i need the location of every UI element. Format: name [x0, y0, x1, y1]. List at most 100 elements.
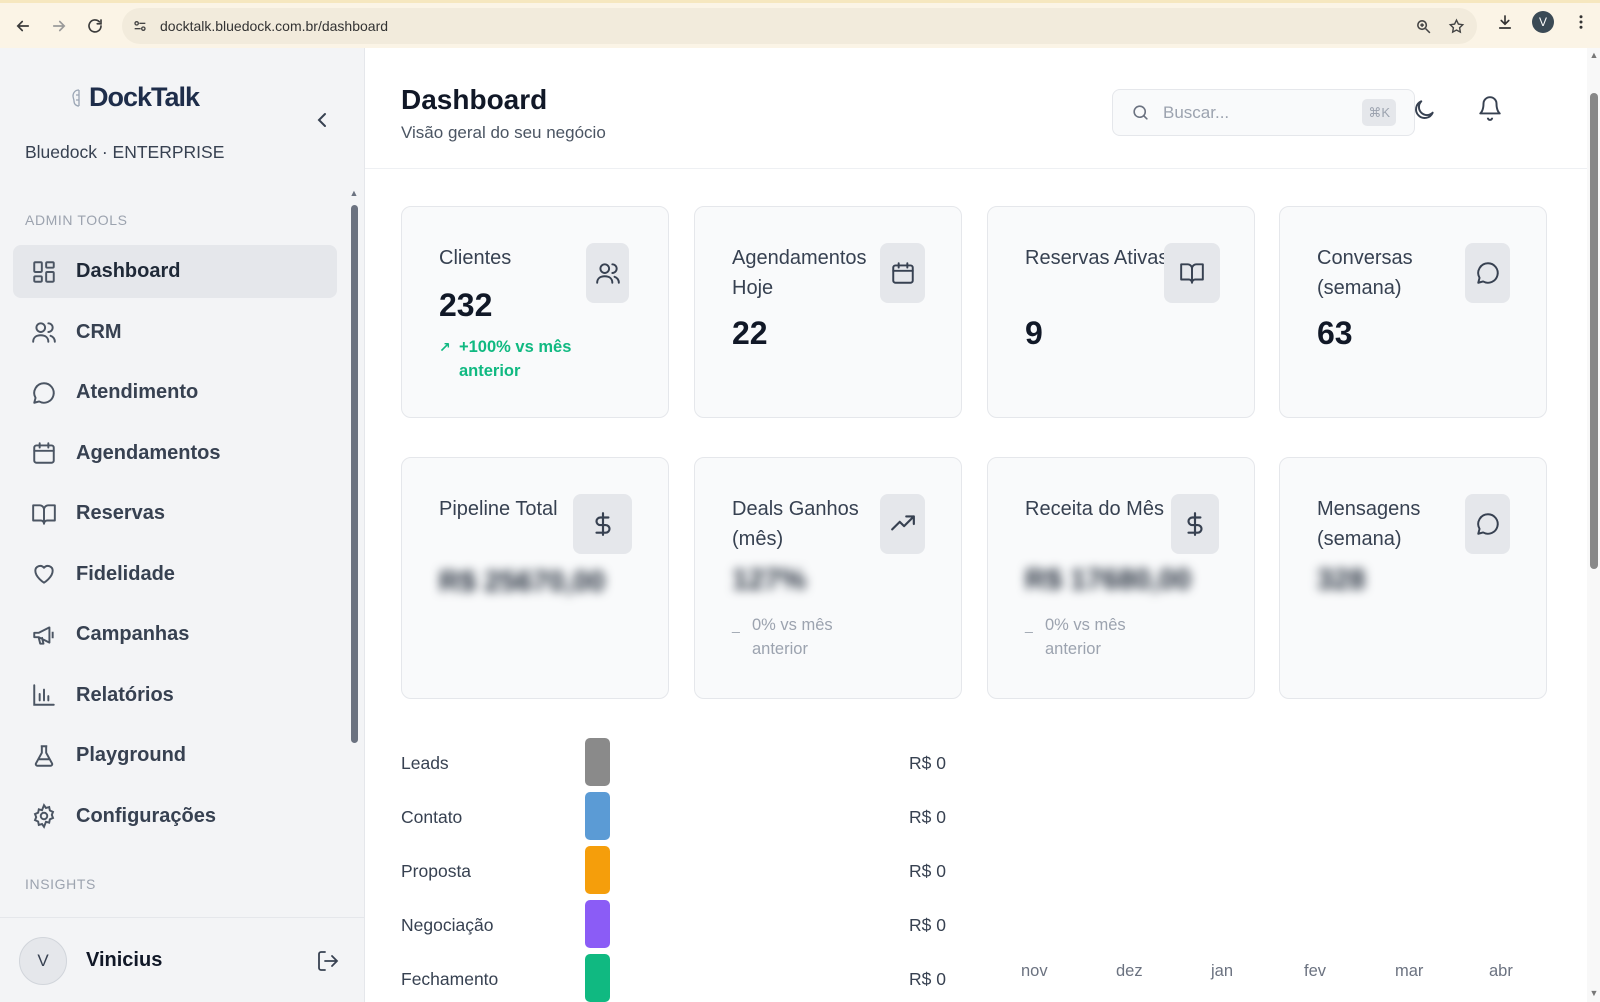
stat-value: 232	[439, 287, 493, 323]
more-vertical-icon[interactable]	[1572, 13, 1590, 31]
sidebar-item-reservas[interactable]: Reservas	[13, 487, 337, 540]
search-input[interactable]	[1163, 102, 1343, 123]
search-box[interactable]: ⌘K	[1112, 89, 1415, 136]
browser-profile-avatar[interactable]: V	[1532, 11, 1554, 33]
stat-trend: ↗ +100% vs mês anterior	[439, 335, 619, 383]
sidebar-item-label: Relatórios	[76, 683, 174, 706]
collapse-sidebar-icon[interactable]	[310, 108, 334, 132]
funnel-stage-value: R$ 0	[909, 915, 946, 935]
scroll-down-arrow-icon[interactable]: ▼	[1589, 988, 1599, 998]
megaphone-icon	[33, 625, 54, 645]
zoom-icon[interactable]	[1415, 18, 1432, 35]
sidebar-scrollbar[interactable]: ▲ ▼	[349, 188, 359, 948]
logout-icon[interactable]	[316, 949, 340, 973]
sidebar-item-label: Configurações	[76, 804, 217, 827]
sidebar-item-atendimento[interactable]: Atendimento	[13, 366, 337, 419]
logo-text: DockTalk	[89, 82, 200, 112]
stat-card-pipeline-total[interactable]: Pipeline Total R$ 25670,00	[401, 457, 669, 699]
month-label: jan	[1211, 962, 1234, 980]
funnel-row-fechamento[interactable]: Fechamento R$ 0	[401, 954, 951, 1002]
page-scrollbar[interactable]: ▲ ▼	[1587, 48, 1600, 1002]
users-icon	[32, 322, 56, 343]
funnel-stage-value: R$ 0	[909, 807, 946, 827]
funnel-row-proposta[interactable]: Proposta R$ 0	[401, 846, 951, 894]
month-label: fev	[1304, 962, 1327, 980]
stat-card-agendamentos-hoje[interactable]: Agendamentos Hoje 22	[694, 206, 962, 418]
stat-trend-text: 0% vs mês anterior	[1045, 616, 1126, 658]
funnel-stage-label: Fechamento	[401, 969, 499, 989]
user-name: Vinicius	[86, 949, 163, 971]
browser-toolbar: docktalk.bluedock.com.br/dashboard V	[0, 0, 1600, 48]
sidebar-item-agendamentos[interactable]: Agendamentos	[13, 427, 337, 480]
app-logo[interactable]: DockTalk	[70, 82, 200, 113]
stat-label: Conversas (semana)	[1317, 247, 1413, 299]
sidebar-item-dashboard[interactable]: Dashboard	[13, 245, 337, 298]
dashboard-icon	[33, 260, 55, 283]
reload-button[interactable]	[77, 8, 113, 44]
bell-icon[interactable]	[1477, 95, 1503, 121]
page-scrollbar-thumb[interactable]	[1590, 93, 1598, 569]
funnel-stage-bar	[585, 846, 610, 894]
gear-icon	[33, 803, 55, 829]
chat-icon	[1465, 494, 1510, 554]
address-bar[interactable]: docktalk.bluedock.com.br/dashboard	[122, 8, 1477, 44]
stat-card-conversas-semana[interactable]: Conversas (semana) 63	[1279, 206, 1547, 418]
funnel-stage-value: R$ 0	[909, 969, 946, 989]
search-shortcut-badge: ⌘K	[1362, 99, 1396, 126]
stat-card-clientes[interactable]: Clientes 232 ↗ +100% vs mês anterior	[401, 206, 669, 418]
page-header: Dashboard Visão geral do seu negócio ⌘K	[365, 48, 1587, 169]
sidebar-item-playground[interactable]: Playground	[13, 729, 337, 782]
stat-card-reservas-ativas[interactable]: Reservas Ativas 9	[987, 206, 1255, 418]
workspace-name: Bluedock · ENTERPRISE	[25, 142, 225, 162]
stat-value: 127%	[732, 564, 807, 596]
trend-flat-icon: _	[732, 617, 740, 633]
funnel-stage-label: Contato	[401, 807, 463, 827]
sidebar-item-campanhas[interactable]: Campanhas	[13, 608, 337, 661]
sidebar-item-label: Atendimento	[76, 381, 199, 403]
stat-card-deals-ganhos[interactable]: Deals Ganhos (mês) 127% _ 0% vs mês ante…	[694, 457, 962, 699]
brain-icon	[72, 88, 80, 107]
stat-label: Agendamentos Hoje	[732, 247, 867, 299]
funnel-stage-label: Proposta	[401, 861, 472, 881]
stat-label: Clientes	[439, 247, 512, 269]
url-text[interactable]: docktalk.bluedock.com.br/dashboard	[160, 18, 389, 34]
funnel-row-leads[interactable]: Leads R$ 0	[401, 738, 951, 786]
stat-card-mensagens-semana[interactable]: Mensagens (semana) 328	[1279, 457, 1547, 699]
stat-trend: _ 0% vs mês anterior	[732, 613, 882, 661]
download-icon[interactable]	[1496, 13, 1514, 31]
sidebar-item-configuracoes[interactable]: Configurações	[13, 790, 337, 843]
site-settings-icon[interactable]	[132, 18, 148, 34]
avatar[interactable]: V	[19, 937, 67, 985]
sidebar-item-label: Campanhas	[76, 623, 190, 645]
sidebar-item-label: Playground	[76, 744, 187, 766]
sidebar-item-label: Agendamentos	[76, 441, 221, 464]
month-label: dez	[1116, 962, 1143, 980]
funnel-row-negociacao[interactable]: Negociação R$ 0	[401, 900, 951, 948]
user-profile: V Vinicius	[0, 917, 364, 1002]
stat-value: 328	[1317, 564, 1366, 596]
month-label: nov	[1021, 962, 1048, 980]
funnel-row-contato[interactable]: Contato R$ 0	[401, 792, 951, 840]
month-label: abr	[1489, 962, 1513, 980]
sidebar-item-crm[interactable]: CRM	[13, 306, 337, 359]
sidebar-item-relatorios[interactable]: Relatórios	[13, 669, 337, 722]
stat-label: Pipeline Total	[439, 498, 558, 520]
sidebar-item-label: Reservas	[76, 502, 165, 524]
sidebar-item-fidelidade[interactable]: Fidelidade	[13, 548, 337, 601]
bookmark-star-icon[interactable]	[1448, 17, 1465, 35]
month-label: mar	[1395, 962, 1424, 980]
book-icon	[1164, 243, 1220, 303]
stat-value: 9	[1025, 315, 1043, 351]
scroll-up-arrow-icon[interactable]: ▲	[1589, 50, 1599, 60]
sidebar-scrollbar-thumb[interactable]	[351, 205, 358, 743]
arrow-right-icon	[52, 20, 66, 31]
bar-chart-icon	[33, 684, 55, 706]
back-button[interactable]	[5, 8, 41, 44]
funnel-stage-label: Negociação	[401, 915, 494, 935]
moon-icon[interactable]	[1411, 97, 1437, 123]
stat-card-receita-mes[interactable]: Receita do Mês R$ 17680,00 _ 0% vs mês a…	[987, 457, 1255, 699]
calendar-icon	[33, 442, 55, 464]
page-subtitle: Visão geral do seu negócio	[401, 123, 606, 142]
forward-button[interactable]	[41, 8, 77, 44]
scroll-up-arrow-icon[interactable]: ▲	[349, 188, 359, 198]
